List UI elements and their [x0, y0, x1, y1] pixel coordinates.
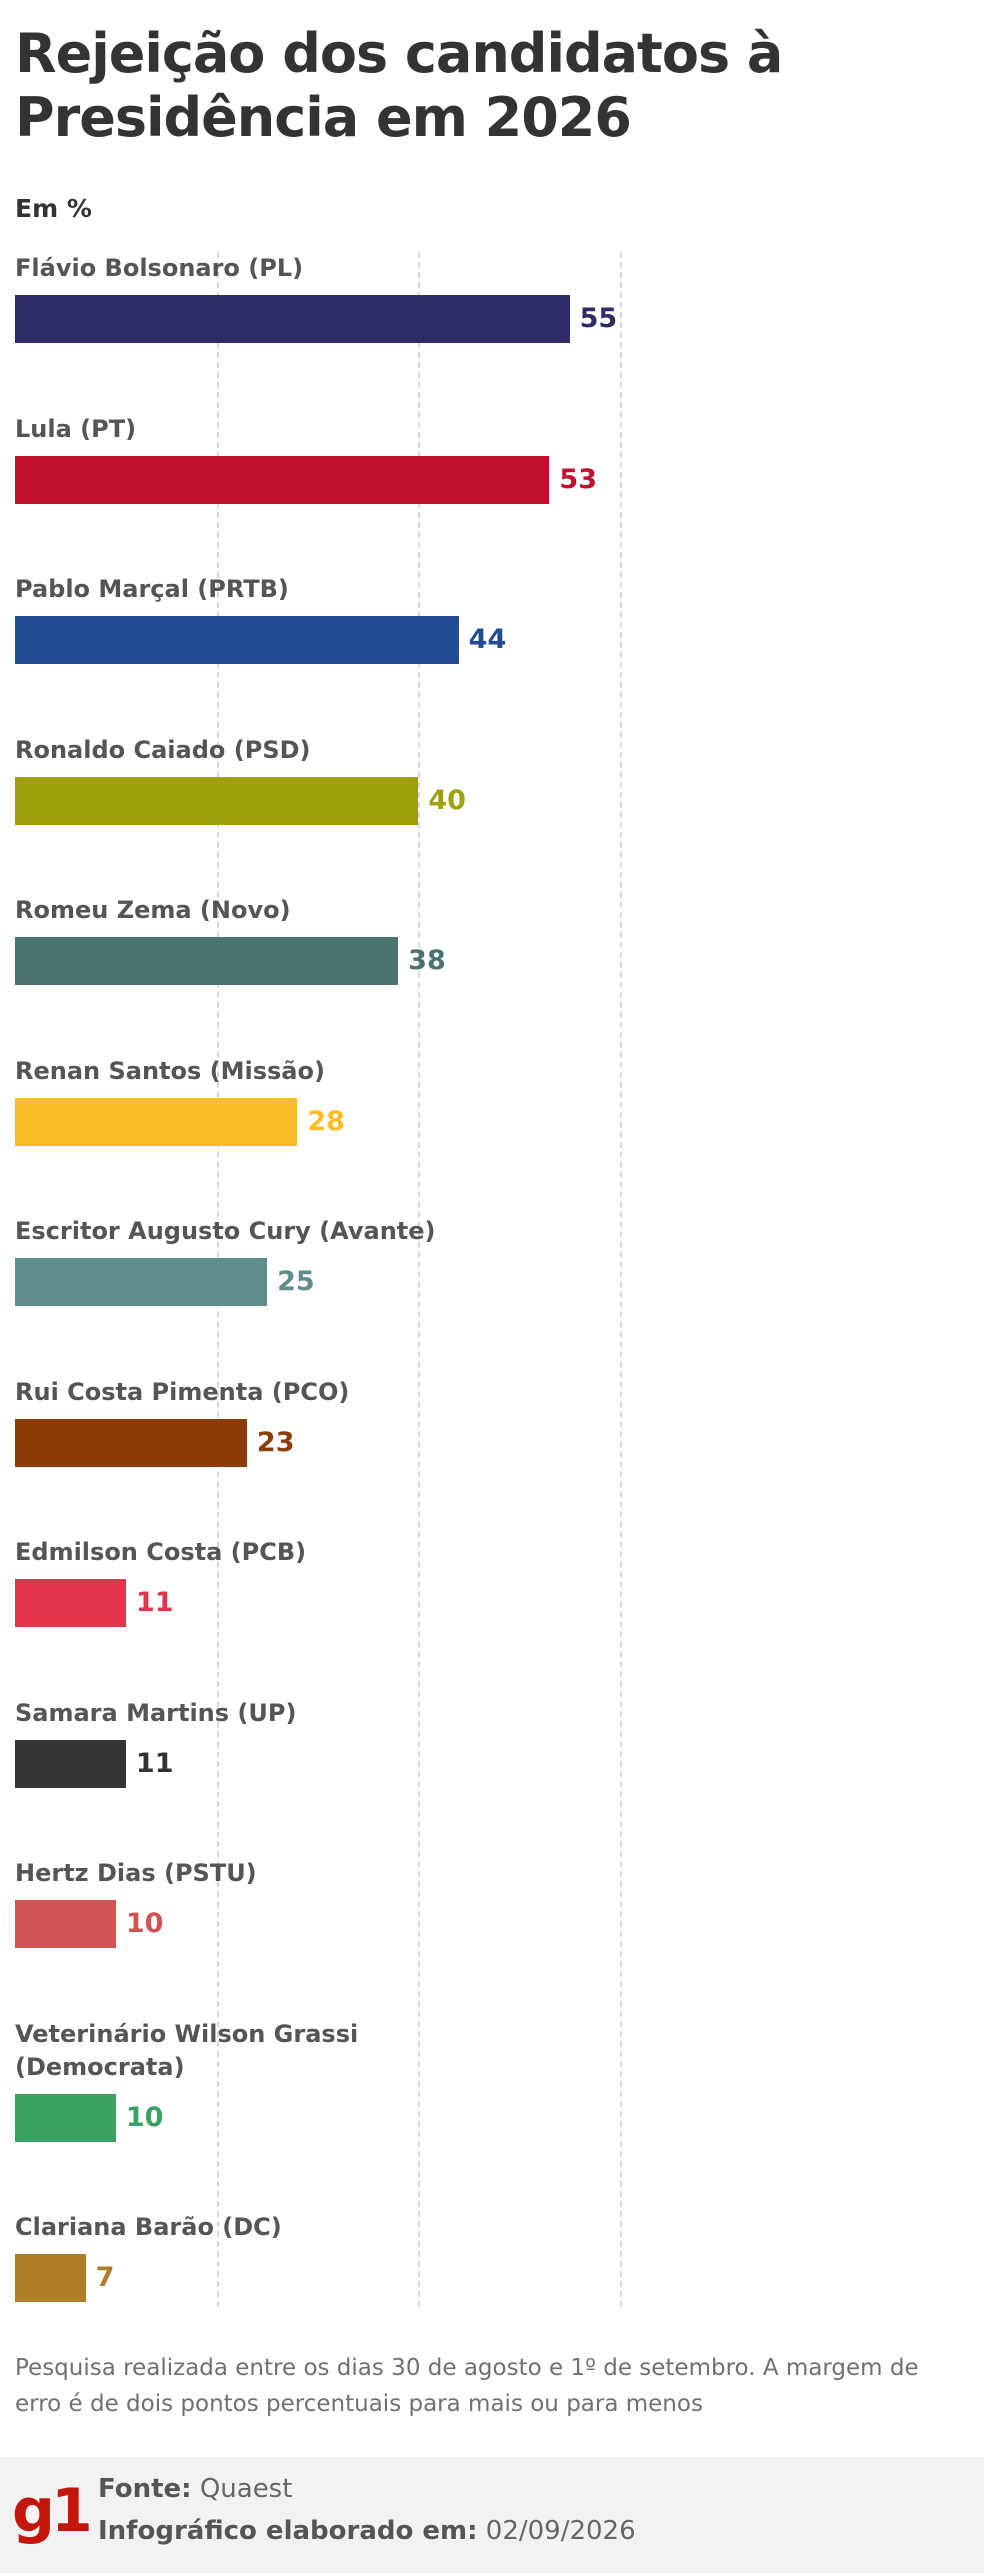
category-label: Lula (PT): [15, 414, 137, 443]
grid-line: [418, 252, 421, 2307]
source-value: Quaest: [199, 2474, 293, 2504]
bar: [15, 2093, 116, 2142]
g1-logo: g1: [12, 2476, 93, 2546]
value-label: 10: [125, 1908, 164, 1939]
source-label: Fonte:: [98, 2474, 192, 2504]
bar: [15, 937, 399, 985]
category-label: Veterinário Wilson Grassi (Democrata): [15, 2019, 359, 2081]
bar: [15, 1739, 126, 1788]
bar: [15, 616, 459, 664]
date-line: Infográfico elaborado em: 02/09/2026: [98, 2513, 636, 2549]
bar: [15, 776, 419, 825]
value-label: 44: [468, 624, 507, 655]
value-label: 10: [125, 2101, 164, 2133]
value-label: 11: [135, 1587, 174, 1618]
footer: g1 Fonte: Quaest Infográfico elaborado e…: [0, 2457, 984, 2573]
category-label: Hertz Dias (PSTU): [15, 1859, 257, 1887]
bar: [15, 1097, 298, 1146]
value-label: 53: [559, 463, 597, 495]
category-label: Renan Santos (Missão): [15, 1056, 325, 1085]
date-label: Infográfico elaborado em:: [98, 2516, 478, 2546]
category-label: Edmilson Costa (PCB): [15, 1538, 307, 1566]
bar-chart: Flávio Bolsonaro (PL) 55 Lula (PT) 53 Pablo …: [0, 230, 984, 2310]
category-label: Rui Costa Pimenta (PCO): [15, 1377, 350, 1406]
value-label: 40: [428, 784, 466, 816]
bar: [15, 455, 550, 504]
category-label: Flávio Bolsonaro (PL): [15, 254, 304, 282]
category-label: Samara Martins (UP): [15, 1698, 297, 1727]
value-label: 25: [277, 1266, 315, 1297]
category-label: Pablo Marçal (PRTB): [15, 575, 289, 603]
value-label: 38: [408, 945, 446, 976]
unit-label: Em %: [15, 194, 92, 223]
value-label: 55: [579, 303, 618, 334]
category-label: Clariana Barão (DC): [15, 2213, 282, 2241]
bar: [15, 295, 570, 343]
grid-line: [620, 252, 622, 2307]
bar: [15, 1579, 126, 1627]
bar: [15, 1418, 247, 1467]
category-label: Romeu Zema (Novo): [15, 896, 291, 924]
value-label: 28: [307, 1105, 345, 1137]
category-label: Ronaldo Caiado (PSD): [15, 735, 311, 764]
date-value: 02/09/2026: [485, 2516, 636, 2546]
value-label: 7: [95, 2262, 115, 2293]
methodology-note: Pesquisa realizada entre os dias 30 de a…: [15, 2355, 919, 2417]
bar: [15, 1900, 116, 1948]
value-label: 23: [256, 1426, 295, 1458]
chart-title: Rejeição dos candidatos à Presidência em…: [15, 22, 783, 149]
bar: [15, 2254, 86, 2302]
source-line: Fonte: Quaest: [98, 2471, 292, 2507]
category-label: Escritor Augusto Cury (Avante): [15, 1217, 436, 1245]
bar: [15, 1258, 268, 1306]
value-label: 11: [135, 1747, 174, 1779]
